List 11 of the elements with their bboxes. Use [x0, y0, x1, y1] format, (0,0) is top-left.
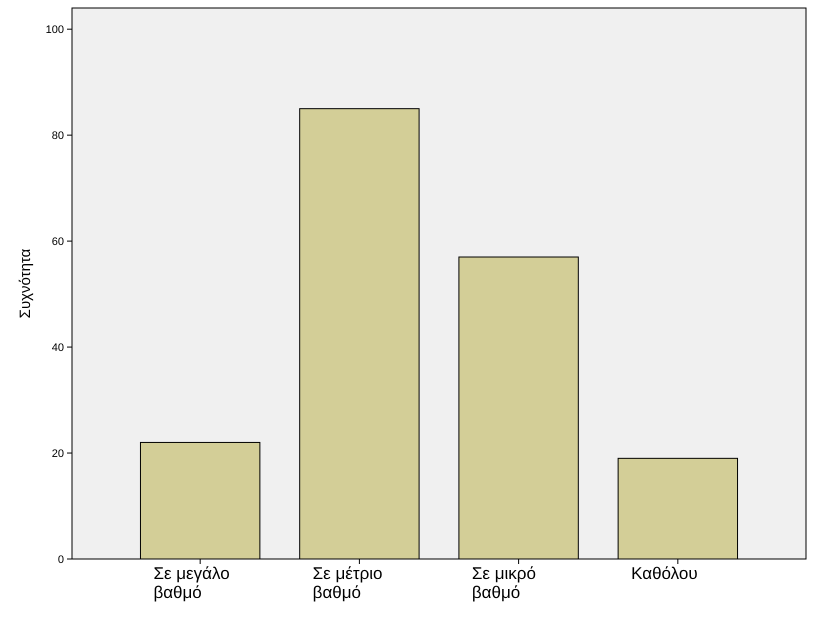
y-tick-label: 0	[58, 554, 64, 566]
y-tick-label: 60	[52, 236, 64, 248]
y-tick-label: 40	[52, 342, 64, 354]
y-tick-label: 100	[46, 24, 64, 36]
x-tick-label: Καθόλου	[631, 564, 698, 583]
x-tick-label: Σε μεγάλο βαθμό	[153, 564, 230, 602]
y-tick-label: 80	[52, 130, 64, 142]
y-axis-title: Συχνότητα	[17, 248, 34, 318]
x-tick-label: Σε μέτριο βαθμό	[312, 564, 382, 602]
x-tick-label: Σε μικρό βαθμό	[472, 564, 536, 602]
y-tick-label: 20	[52, 448, 64, 460]
